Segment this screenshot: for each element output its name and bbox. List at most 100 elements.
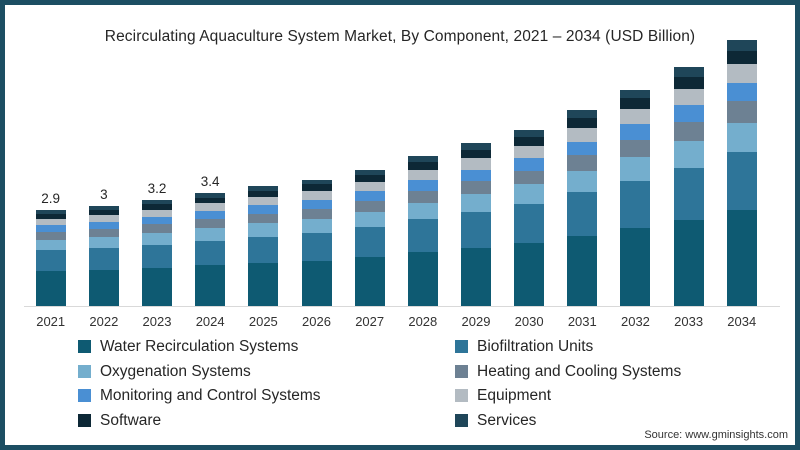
bar-segment-2033-equipment — [673, 88, 704, 106]
bar-segment-2028-biofiltration-units — [407, 219, 438, 253]
bar-segment-2021-software — [35, 213, 66, 219]
bar-segment-2023-software — [142, 204, 173, 210]
bar-segment-2028-equipment — [407, 169, 438, 181]
total-label-2023: 3.2 — [147, 181, 167, 197]
bar-segment-2025-services — [248, 186, 279, 192]
bar-segment-2032-equipment — [620, 109, 651, 125]
bar-segment-2026-oxygenation-systems — [301, 218, 332, 233]
bar-segment-2028-heating-and-cooling-systems — [407, 190, 438, 203]
legend-item-oxygenation-systems: Oxygenation Systems — [78, 361, 455, 382]
total-label-2021: 2.9 — [41, 190, 61, 206]
bar-segment-2024-equipment — [195, 203, 226, 212]
bar-segment-2026-equipment — [301, 190, 332, 200]
bar-segment-2026-biofiltration-units — [301, 232, 332, 261]
bar-segment-2034-services — [726, 40, 757, 51]
bar-segment-2027-monitoring-and-control-systems — [354, 191, 385, 202]
x-tick-2025: 2025 — [248, 314, 278, 329]
x-tick-2021: 2021 — [36, 314, 66, 329]
bar-segment-2026-monitoring-and-control-systems — [301, 199, 332, 209]
legend-label: Equipment — [477, 387, 552, 404]
bar-segment-2031-equipment — [567, 128, 598, 142]
legend-label: Services — [477, 411, 537, 429]
x-tick-2022: 2022 — [89, 314, 119, 329]
x-tick-2024: 2024 — [195, 314, 225, 329]
bar-segment-2031-monitoring-and-control-systems — [567, 141, 598, 156]
legend-swatch-icon — [455, 413, 468, 427]
legend-swatch-icon — [455, 389, 468, 402]
x-tick-2031: 2031 — [567, 314, 597, 329]
bar-segment-2031-software — [567, 118, 598, 129]
bar-segment-2032-heating-and-cooling-systems — [620, 139, 651, 157]
bar-segment-2032-oxygenation-systems — [620, 156, 651, 181]
total-label-2024: 3.4 — [200, 174, 220, 190]
total-label-2022: 3 — [100, 187, 108, 203]
bar-segment-2034-monitoring-and-control-systems — [726, 82, 757, 102]
bar-segment-2029-oxygenation-systems — [460, 193, 491, 212]
legend-item-biofiltration-units: Biofiltration Units — [455, 336, 758, 357]
bar-segment-2028-oxygenation-systems — [407, 202, 438, 220]
bar-segment-2024-monitoring-and-control-systems — [195, 211, 226, 220]
x-tick-2032: 2032 — [620, 314, 650, 329]
bar-segment-2031-water-recirculation-systems — [567, 235, 598, 306]
x-tick-2034: 2034 — [727, 314, 757, 329]
bar-segment-2030-heating-and-cooling-systems — [514, 170, 545, 185]
source-credit: Source: www.gminsights.com — [644, 429, 788, 441]
bar-segment-2033-biofiltration-units — [673, 167, 704, 220]
bar-segment-2033-services — [673, 67, 704, 77]
bar-segment-2032-software — [620, 98, 651, 110]
bar-segment-2033-monitoring-and-control-systems — [673, 105, 704, 123]
bar-segment-2022-heating-and-cooling-systems — [88, 229, 119, 238]
bar-segment-2021-equipment — [35, 218, 66, 226]
bar-segment-2031-biofiltration-units — [567, 192, 598, 236]
x-tick-2033: 2033 — [674, 314, 704, 329]
legend-label: Software — [100, 411, 162, 429]
bar-segment-2023-equipment — [142, 209, 173, 218]
bar-segment-2026-software — [301, 184, 332, 191]
bar-segment-2032-biofiltration-units — [620, 180, 651, 229]
bar-segment-2021-services — [35, 209, 66, 214]
legend-item-services: Services — [455, 410, 758, 431]
legend-swatch-icon — [78, 364, 91, 378]
x-tick-2029: 2029 — [461, 314, 491, 329]
bar-segment-2025-oxygenation-systems — [248, 223, 279, 237]
legend-swatch-icon — [78, 340, 91, 353]
legend-swatch-icon — [78, 389, 91, 402]
x-tick-2030: 2030 — [514, 314, 544, 329]
bar-segment-2021-monitoring-and-control-systems — [35, 225, 66, 232]
bar-segment-2025-software — [248, 191, 279, 198]
bar-segment-2024-heating-and-cooling-systems — [195, 219, 226, 229]
bar-segment-2032-monitoring-and-control-systems — [620, 124, 651, 140]
legend-label: Oxygenation Systems — [100, 362, 251, 380]
bar-segment-2030-oxygenation-systems — [514, 184, 545, 204]
bar-segment-2028-monitoring-and-control-systems — [407, 180, 438, 191]
x-tick-2023: 2023 — [142, 314, 172, 329]
bar-segment-2022-oxygenation-systems — [88, 237, 119, 249]
legend-item-monitoring-and-control-systems: Monitoring and Control Systems — [78, 385, 455, 406]
bar-segment-2030-software — [514, 137, 545, 146]
legend-label: Biofiltration Units — [477, 338, 594, 355]
legend-item-heating-and-cooling-systems: Heating and Cooling Systems — [455, 361, 758, 382]
bar-segment-2027-biofiltration-units — [354, 226, 385, 257]
bar-segment-2025-biofiltration-units — [248, 236, 279, 263]
bar-segment-2034-equipment — [726, 64, 757, 83]
bar-segment-2030-equipment — [514, 145, 545, 159]
bar-segment-2031-heating-and-cooling-systems — [567, 155, 598, 171]
chart-title: Recirculating Aquaculture System Market,… — [104, 28, 696, 45]
bar-segment-2023-water-recirculation-systems — [142, 267, 173, 306]
bar-segment-2023-services — [142, 200, 173, 205]
bar-segment-2023-heating-and-cooling-systems — [142, 224, 173, 233]
x-tick-2028: 2028 — [408, 314, 438, 329]
bar-segment-2032-water-recirculation-systems — [620, 228, 651, 306]
bar-segment-2033-oxygenation-systems — [673, 141, 704, 168]
bar-segment-2031-services — [567, 110, 598, 119]
bar-segment-2022-services — [88, 206, 119, 211]
legend-item-water-recirculation-systems: Water Recirculation Systems — [78, 336, 455, 357]
bar-segment-2026-services — [301, 179, 332, 185]
bar-segment-2034-oxygenation-systems — [726, 122, 757, 152]
legend-label: Monitoring and Control Systems — [100, 387, 321, 404]
bar-segment-2032-services — [620, 89, 651, 99]
legend-swatch-icon — [78, 413, 91, 427]
bar-segment-2030-biofiltration-units — [514, 203, 545, 243]
x-tick-2027: 2027 — [355, 314, 385, 329]
legend-swatch-icon — [455, 364, 468, 378]
